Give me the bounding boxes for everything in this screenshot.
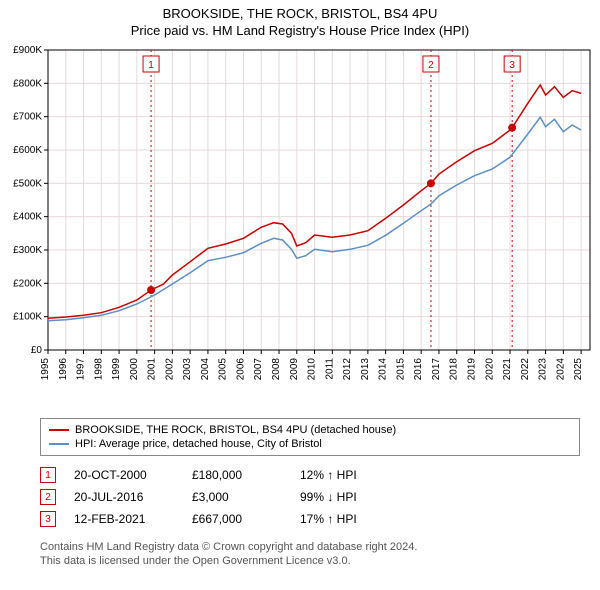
event-row: 3 12-FEB-2021 £667,000 17% ↑ HPI	[40, 508, 580, 530]
legend-label: HPI: Average price, detached house, City…	[75, 438, 322, 450]
svg-text:2007: 2007	[253, 358, 264, 381]
svg-text:2001: 2001	[147, 358, 158, 381]
svg-text:2023: 2023	[538, 358, 549, 381]
event-date: 20-JUL-2016	[74, 490, 174, 504]
svg-text:£100K: £100K	[13, 312, 42, 323]
svg-text:2: 2	[428, 60, 434, 71]
svg-text:£600K: £600K	[13, 145, 42, 156]
svg-text:1998: 1998	[93, 358, 104, 381]
svg-text:2011: 2011	[324, 358, 335, 380]
line-chart-svg: £0 £100K £200K £300K £400K £500K £600K £700K £80…	[0, 40, 600, 412]
legend: BROOKSIDE, THE ROCK, BRISTOL, BS4 4PU (d…	[40, 418, 580, 456]
event-price: £667,000	[192, 512, 282, 526]
event-delta: 12% ↑ HPI	[300, 468, 390, 482]
chart-titles: BROOKSIDE, THE ROCK, BRISTOL, BS4 4PU Pr…	[0, 0, 600, 40]
svg-text:2015: 2015	[395, 358, 406, 381]
svg-text:£400K: £400K	[13, 212, 42, 223]
event-date: 20-OCT-2000	[74, 468, 174, 482]
chart-title-line2: Price paid vs. HM Land Registry's House …	[0, 23, 600, 38]
footer-line2: This data is licensed under the Open Gov…	[40, 554, 580, 568]
svg-text:2013: 2013	[360, 358, 371, 381]
svg-text:2024: 2024	[555, 358, 566, 381]
chart-area: £0 £100K £200K £300K £400K £500K £600K £700K £80…	[0, 40, 600, 412]
svg-text:2025: 2025	[573, 358, 584, 381]
svg-text:2018: 2018	[449, 358, 460, 381]
event-table: 1 20-OCT-2000 £180,000 12% ↑ HPI 2 20-JUL-201…	[40, 464, 580, 530]
event-row: 1 20-OCT-2000 £180,000 12% ↑ HPI	[40, 464, 580, 486]
svg-text:£0: £0	[31, 345, 43, 356]
svg-text:3: 3	[509, 60, 515, 71]
svg-text:2014: 2014	[378, 358, 389, 381]
svg-text:£800K: £800K	[13, 78, 42, 89]
event-marker: 1	[40, 467, 56, 483]
legend-item: BROOKSIDE, THE ROCK, BRISTOL, BS4 4PU (d…	[49, 423, 571, 437]
svg-text:2009: 2009	[289, 358, 300, 381]
svg-text:1: 1	[148, 60, 154, 71]
legend-item: HPI: Average price, detached house, City…	[49, 437, 571, 451]
svg-text:2010: 2010	[307, 358, 318, 381]
footer-attribution: Contains HM Land Registry data © Crown c…	[40, 540, 580, 569]
svg-text:2022: 2022	[520, 358, 531, 381]
svg-text:2019: 2019	[466, 358, 477, 381]
chart-title-line1: BROOKSIDE, THE ROCK, BRISTOL, BS4 4PU	[0, 6, 600, 21]
legend-label: BROOKSIDE, THE ROCK, BRISTOL, BS4 4PU (d…	[75, 424, 396, 436]
event-price: £3,000	[192, 490, 282, 504]
event-delta: 17% ↑ HPI	[300, 512, 390, 526]
svg-text:2006: 2006	[235, 358, 246, 381]
svg-text:2003: 2003	[182, 358, 193, 381]
svg-text:2020: 2020	[484, 358, 495, 381]
event-delta: 99% ↓ HPI	[300, 490, 390, 504]
svg-text:£700K: £700K	[13, 112, 42, 123]
svg-text:£200K: £200K	[13, 278, 42, 289]
event-date: 12-FEB-2021	[74, 512, 174, 526]
svg-text:2012: 2012	[342, 358, 353, 381]
legend-swatch	[49, 429, 69, 431]
legend-swatch	[49, 443, 69, 445]
svg-text:£300K: £300K	[13, 245, 42, 256]
svg-text:2004: 2004	[200, 358, 211, 381]
event-marker: 3	[40, 511, 56, 527]
svg-text:2000: 2000	[129, 358, 140, 381]
svg-text:£500K: £500K	[13, 178, 42, 189]
event-marker: 2	[40, 489, 56, 505]
svg-text:2016: 2016	[413, 358, 424, 381]
footer-line1: Contains HM Land Registry data © Crown c…	[40, 540, 580, 554]
svg-text:£900K: £900K	[13, 45, 42, 56]
svg-text:2005: 2005	[218, 358, 229, 381]
svg-text:2017: 2017	[431, 358, 442, 381]
svg-text:1996: 1996	[58, 358, 69, 381]
svg-text:2021: 2021	[502, 358, 513, 381]
svg-text:1997: 1997	[76, 358, 87, 381]
svg-text:2008: 2008	[271, 358, 282, 381]
event-row: 2 20-JUL-2016 £3,000 99% ↓ HPI	[40, 486, 580, 508]
svg-text:1999: 1999	[111, 358, 122, 381]
svg-text:1995: 1995	[40, 358, 51, 381]
svg-text:2002: 2002	[164, 358, 175, 381]
event-price: £180,000	[192, 468, 282, 482]
